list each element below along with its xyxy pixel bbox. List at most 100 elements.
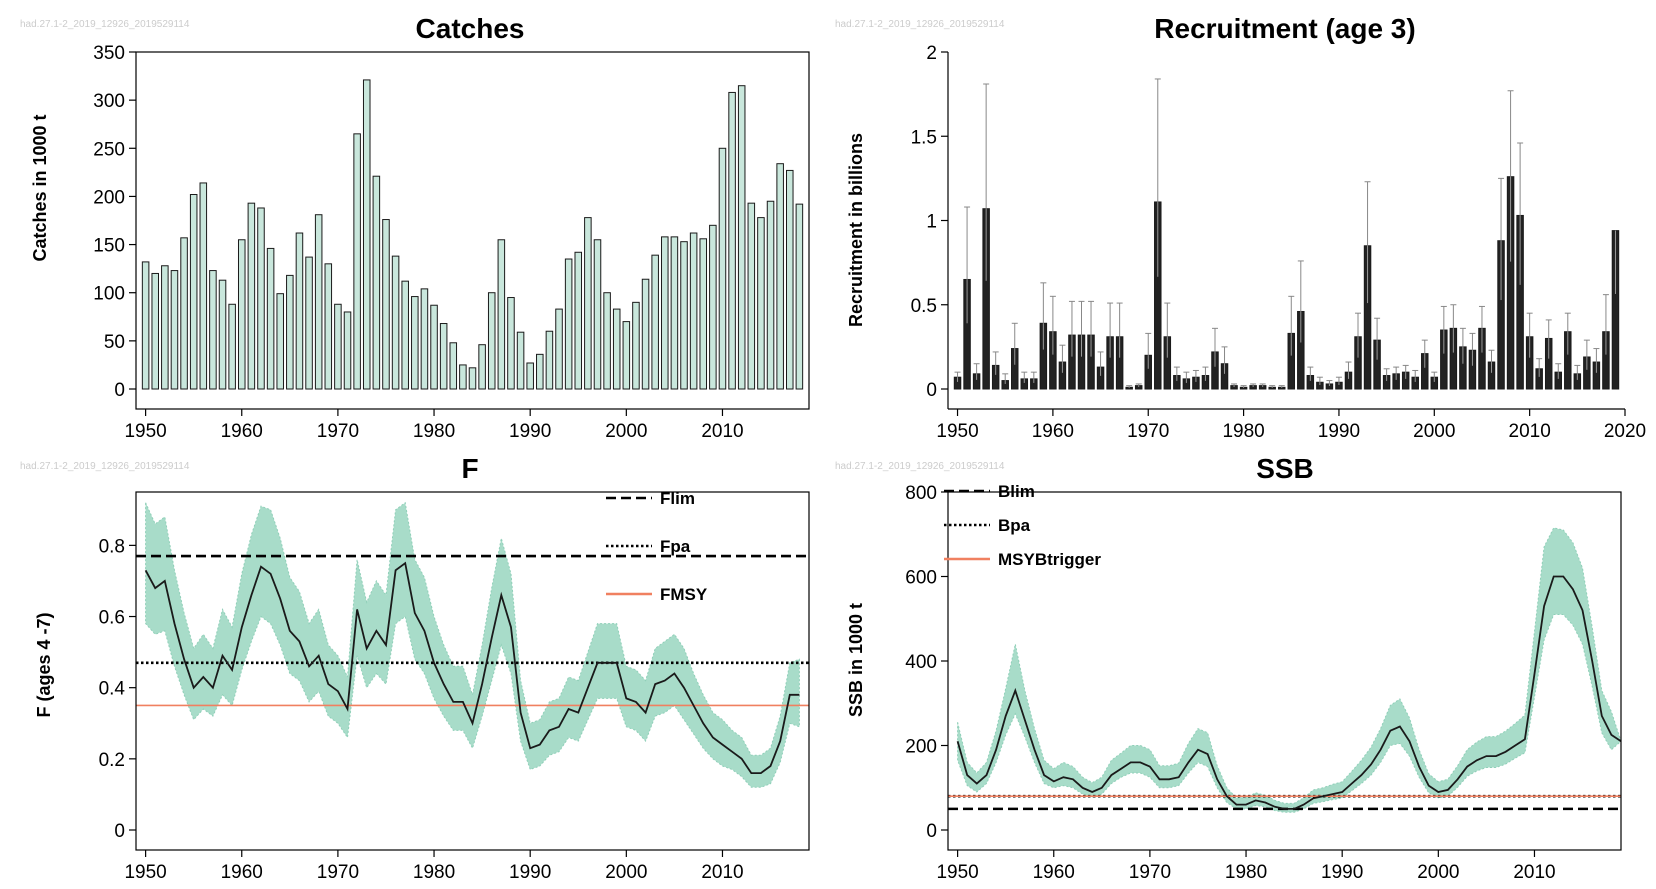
- catches-bar: [795, 203, 804, 390]
- ssb-x-tick-label: 2010: [1513, 862, 1555, 883]
- catches-bar: [161, 265, 169, 390]
- catches-bar: [564, 258, 573, 390]
- catches-y-tick-label: 150: [93, 236, 125, 257]
- catches-y-tick-label: 50: [104, 332, 125, 353]
- recruitment-x-ticks: 1950 1960 1970 1980 1990 2000 2010 2020: [936, 409, 1646, 442]
- catches-bar: [314, 214, 323, 390]
- recruitment-x-tick-label: 1950: [936, 421, 978, 442]
- catches-bar: [574, 251, 583, 390]
- f-confidence-band: [145, 501, 800, 788]
- catches-bar: [516, 331, 525, 390]
- recruitment-panel: had.27.1-2_2019_12926_2019529114 Recruit…: [835, 13, 1646, 442]
- catches-bar: [555, 308, 563, 390]
- catches-bar: [584, 217, 592, 390]
- ssb-title: SSB: [1256, 453, 1314, 484]
- catches-title: Catches: [416, 13, 525, 44]
- catches-bar: [334, 303, 342, 390]
- catches-bar: [170, 270, 179, 390]
- watermark: had.27.1-2_2019_12926_2019529114: [20, 461, 190, 472]
- catches-bar: [468, 367, 477, 390]
- watermark: had.27.1-2_2019_12926_2019529114: [20, 19, 190, 30]
- catches-bar: [641, 278, 650, 390]
- ssb-band: [957, 527, 1622, 813]
- f-y-tick-label: 0.2: [99, 750, 125, 771]
- catches-bar: [151, 272, 159, 390]
- recruitment-y-tick-label: 1: [926, 212, 937, 233]
- catches-bar: [689, 232, 698, 390]
- f-x-tick-label: 1990: [509, 862, 551, 883]
- catches-bar: [228, 303, 236, 390]
- ssb-confidence-band: [957, 527, 1622, 813]
- f-panel: had.27.1-2_2019_12926_2019529114 F F (ag…: [20, 453, 810, 883]
- f-band: [145, 501, 800, 788]
- recruitment-y-tick-label: 2: [926, 43, 937, 64]
- ssb-x-ticks: 1950 1960 1970 1980 1990 2000 2010: [936, 850, 1556, 883]
- ssb-x-tick-label: 1990: [1321, 862, 1363, 883]
- f-x-tick-label: 1970: [317, 862, 359, 883]
- catches-y-ticks: 0 50 100 150 200 250 300 350: [93, 43, 136, 401]
- catches-bar: [218, 279, 227, 390]
- catches-bar: [401, 280, 409, 390]
- catches-bar: [199, 182, 208, 390]
- catches-bar: [507, 297, 515, 390]
- ssb-y-tick-label: 0: [926, 821, 937, 842]
- f-legend-label: FMSY: [660, 585, 708, 604]
- catches-x-ticks: 1950 1960 1970 1980 1990 2000 2010: [124, 409, 744, 442]
- f-x-tick-label: 2010: [701, 862, 743, 883]
- catches-y-tick-label: 300: [93, 91, 125, 112]
- f-line: [144, 561, 800, 774]
- ssb-legend-label: MSYBtrigger: [998, 550, 1101, 569]
- catches-bar: [776, 163, 784, 390]
- watermark: had.27.1-2_2019_12926_2019529114: [835, 461, 1005, 472]
- f-legend-label: Fpa: [660, 537, 691, 556]
- f-estimate-line: [144, 561, 800, 774]
- catches-bar: [286, 274, 294, 390]
- catches-bars: [141, 79, 804, 390]
- ssb-legend: Blim Bpa MSYBtrigger: [944, 482, 1101, 569]
- catches-x-tick-label: 2010: [701, 421, 743, 442]
- catches-bar: [632, 301, 640, 390]
- catches-bar: [141, 261, 150, 390]
- catches-bar: [747, 202, 756, 390]
- catches-bar: [353, 133, 361, 390]
- recruitment-bars: [953, 78, 1620, 390]
- catches-bar: [622, 321, 631, 390]
- catches-bar: [459, 364, 467, 390]
- ssb-legend-label: Bpa: [998, 516, 1031, 535]
- ssb-x-tick-label: 2000: [1417, 862, 1459, 883]
- catches-y-tick-label: 350: [93, 43, 125, 64]
- recruitment-y-ticks: 0 0.5 1 1.5 2: [911, 43, 948, 401]
- catches-bar: [343, 311, 352, 390]
- f-legend: Flim Fpa FMSY: [606, 489, 708, 604]
- catches-bar: [478, 344, 486, 390]
- f-y-tick-label: 0.8: [99, 536, 125, 557]
- catches-bar: [391, 255, 400, 390]
- catches-bar: [497, 239, 506, 390]
- ssb-line: [956, 575, 1622, 810]
- catches-y-tick-label: 250: [93, 139, 125, 160]
- ssb-plot-frame: [947, 491, 1622, 851]
- catches-bar: [593, 239, 602, 390]
- catches-bar: [237, 239, 246, 390]
- ssb-x-tick-label: 1950: [936, 862, 978, 883]
- catches-y-axis-label: Catches in 1000 t: [30, 114, 50, 261]
- catches-bar: [680, 241, 688, 390]
- catches-bar: [661, 236, 669, 390]
- catches-bar: [526, 362, 534, 390]
- catches-bar: [737, 85, 746, 390]
- recruitment-x-tick-label: 2010: [1509, 421, 1551, 442]
- recruitment-x-tick-label: 1980: [1222, 421, 1264, 442]
- catches-bar: [247, 202, 256, 390]
- catches-bar: [651, 254, 659, 390]
- catches-y-tick-label: 200: [93, 187, 125, 208]
- catches-bar: [536, 353, 544, 390]
- ssb-x-tick-label: 1960: [1033, 862, 1075, 883]
- catches-x-tick-label: 1970: [317, 421, 359, 442]
- ssb-y-tick-label: 600: [905, 568, 937, 589]
- ssb-y-tick-label: 200: [905, 737, 937, 758]
- catches-bar: [786, 169, 794, 390]
- catches-bar: [709, 224, 717, 390]
- catches-bar: [411, 296, 419, 390]
- catches-x-tick-label: 1990: [509, 421, 551, 442]
